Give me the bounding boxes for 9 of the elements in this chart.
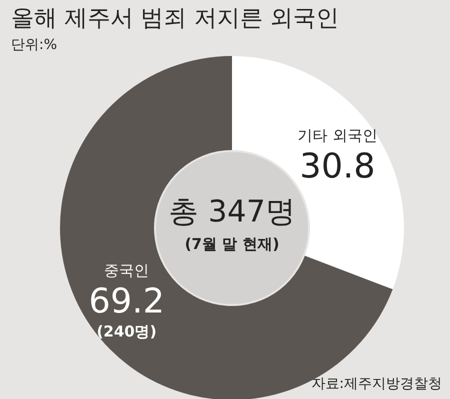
- slice-label: 중국인: [104, 262, 150, 280]
- data-label: 30.8: [300, 146, 376, 186]
- chart-title: 올해 제주서 범죄 저지른 외국인: [11, 6, 340, 32]
- data-label: 69.2 (240명): [88, 282, 164, 341]
- slice-label: 기타 외국인: [298, 126, 378, 144]
- text: 자료:제주지방경찰청: [311, 376, 442, 392]
- text: (7월 말 현재): [184, 235, 280, 253]
- text: 총 347명: [168, 194, 296, 230]
- chart-subtitle: 단위:%: [11, 37, 58, 53]
